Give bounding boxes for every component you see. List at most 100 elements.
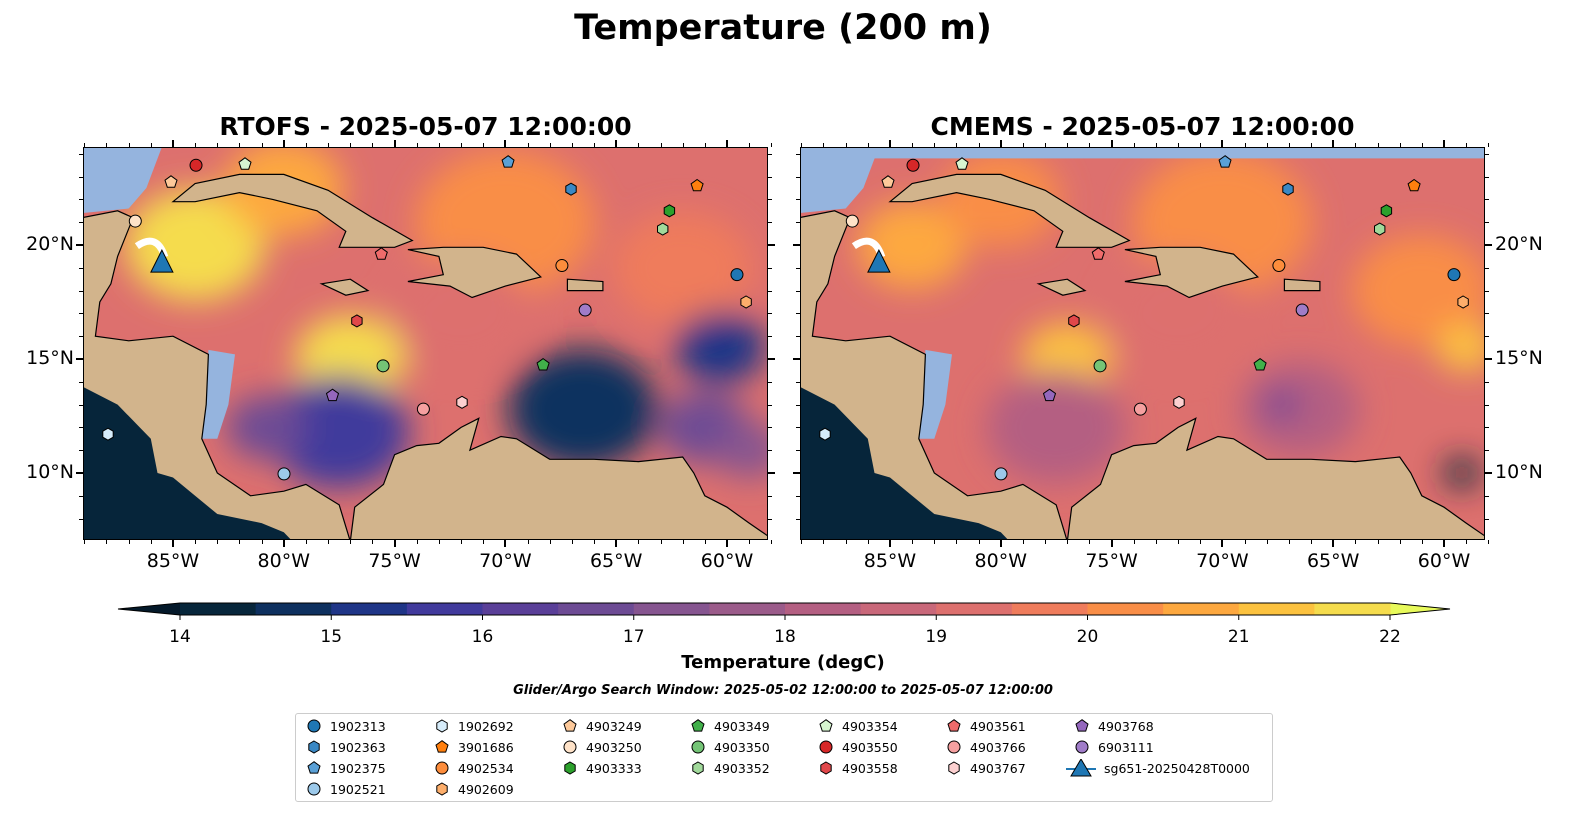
legend-item: 4903249: [562, 717, 642, 735]
colorbar-bin: [785, 603, 862, 615]
x-minor-tick: [571, 143, 573, 147]
legend-item: 1902375: [306, 759, 386, 777]
legend-label: 4903333: [586, 760, 642, 776]
legend-item: 1902363: [306, 738, 386, 756]
y-minor-tick: [768, 518, 772, 520]
y-minor-tick: [768, 381, 772, 383]
legend-item: 4903768: [1074, 717, 1154, 735]
platform-1902521-marker-icon: [994, 467, 1008, 481]
x-tick-label: 70°W: [479, 550, 532, 572]
x-minor-tick: [771, 540, 773, 544]
platform-1902521-marker-icon: [277, 467, 291, 481]
colorbar-bin: [936, 603, 1013, 615]
x-minor-tick: [1399, 540, 1401, 544]
platform-3901686-marker-icon: [690, 178, 704, 192]
legend-label: 4902609: [458, 781, 514, 797]
colorbar-bin: [180, 603, 257, 615]
x-minor-tick: [682, 540, 684, 544]
x-minor-tick: [1444, 540, 1445, 544]
platform-4903250-marker-icon: [845, 214, 859, 228]
circle-icon: [435, 761, 449, 775]
platform-1902375-marker-icon: [501, 155, 515, 168]
y-minor-tick: [796, 450, 800, 452]
y-minor-tick: [1485, 153, 1489, 155]
legend-marker-icon: [307, 782, 321, 796]
hexagon-icon: [948, 761, 960, 775]
platform-4903333-marker-icon: [663, 204, 676, 218]
x-minor-tick: [571, 540, 573, 544]
x-tick-label: 80°W: [974, 550, 1027, 572]
legend-label: 3901686: [458, 739, 514, 755]
y-tick-label: 20°N: [1495, 233, 1543, 256]
x-minor-tick: [1045, 143, 1047, 147]
x-minor-tick: [372, 540, 374, 544]
temperature-contour: [1436, 323, 1485, 372]
y-minor-tick: [79, 336, 83, 338]
legend-item: 1902692: [434, 717, 514, 735]
land-puertoRico: [1283, 278, 1321, 292]
x-minor-tick: [889, 143, 891, 147]
x-minor-tick: [394, 143, 396, 147]
x-minor-tick: [1311, 143, 1313, 147]
legend-label: 4902534: [458, 760, 514, 776]
x-minor-tick: [505, 540, 507, 544]
x-minor-tick: [1266, 143, 1268, 147]
platform-6903111-marker-icon: [1295, 303, 1309, 317]
x-minor-tick: [305, 143, 307, 147]
x-minor-tick: [1022, 143, 1024, 147]
colorbar-bin: [633, 603, 710, 615]
platform-4902534-marker-icon: [1272, 259, 1286, 273]
y-minor-tick: [768, 222, 772, 224]
platform-6903111-marker-icon: [578, 303, 592, 317]
x-minor-tick: [867, 143, 869, 147]
colorbar-tick-label: 18: [774, 627, 796, 646]
legend-item: 4902534: [434, 759, 514, 777]
platform-1902313-marker-icon: [730, 268, 744, 282]
x-minor-tick: [195, 143, 197, 147]
x-minor-tick: [801, 540, 803, 544]
x-minor-tick: [1333, 143, 1335, 147]
legend-marker-icon: [691, 740, 705, 754]
platform-4903354-marker-icon: [955, 157, 969, 170]
y-minor-tick: [1485, 222, 1489, 224]
y-minor-tick: [796, 313, 800, 315]
platform-4903767-marker-icon: [456, 395, 468, 409]
y-minor-tick: [79, 267, 83, 269]
x-minor-tick: [704, 143, 706, 147]
legend-item: 4903767: [946, 759, 1026, 777]
y-minor-tick: [796, 199, 800, 201]
x-minor-tick: [416, 540, 418, 544]
pentagon-icon: [1075, 719, 1089, 732]
y-minor-tick: [768, 267, 772, 269]
hexagon-icon: [564, 761, 576, 775]
triangle-icon: [1070, 759, 1092, 777]
legend-label: 4903354: [842, 718, 898, 734]
x-minor-tick: [749, 540, 751, 544]
platform-4903768-marker-icon: [325, 388, 340, 402]
platform-4903249-marker-icon: [164, 175, 178, 188]
land-hispaniola: [1124, 246, 1260, 299]
no-data-band: [845, 147, 1485, 159]
y-minor-tick: [79, 427, 83, 429]
x-minor-tick: [978, 540, 980, 544]
legend-marker-icon: [691, 719, 705, 732]
y-minor-tick: [1485, 290, 1489, 292]
y-minor-tick: [768, 153, 772, 155]
x-minor-tick: [394, 540, 396, 544]
x-minor-tick: [549, 540, 551, 544]
x-minor-tick: [638, 540, 640, 544]
x-minor-tick: [1067, 143, 1069, 147]
x-minor-tick: [1244, 143, 1246, 147]
legend-label: 4903768: [1098, 718, 1154, 734]
legend-item: 6903111: [1074, 738, 1154, 756]
x-tick-label: 65°W: [1306, 550, 1360, 572]
platform-1902363-marker-icon: [565, 182, 577, 196]
x-minor-tick: [912, 143, 914, 147]
x-minor-tick: [483, 143, 485, 147]
colorbar-tick-label: 14: [169, 627, 191, 646]
y-minor-tick: [796, 290, 800, 292]
x-minor-tick: [1222, 143, 1224, 147]
temperature-contour: [125, 189, 266, 302]
x-minor-tick: [527, 540, 529, 544]
x-minor-tick: [328, 540, 330, 544]
